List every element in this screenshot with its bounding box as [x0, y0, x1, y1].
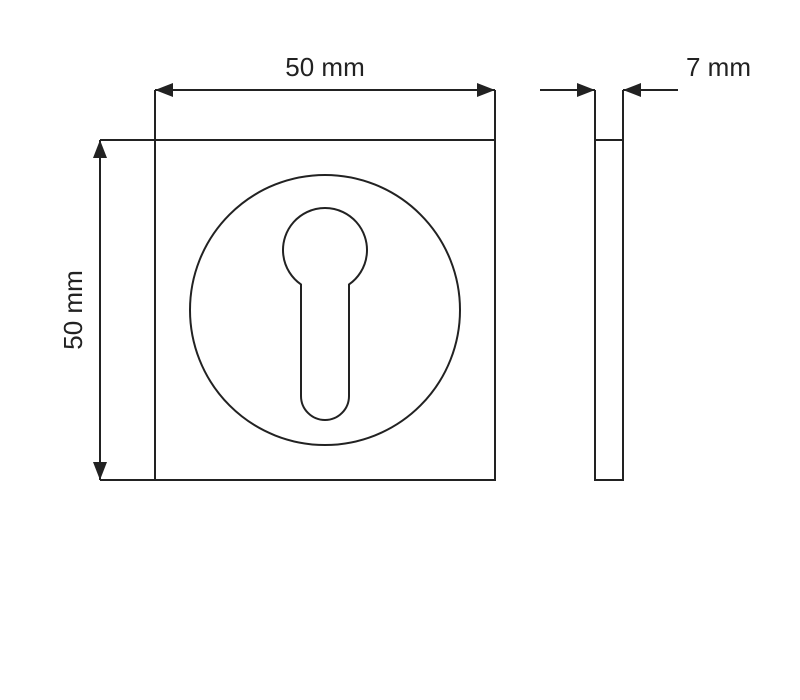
dim-label-thickness: 7 mm	[686, 52, 751, 82]
dim-label-height: 50 mm	[58, 270, 88, 349]
dim-label-width: 50 mm	[285, 52, 364, 82]
canvas-bg	[0, 0, 800, 700]
